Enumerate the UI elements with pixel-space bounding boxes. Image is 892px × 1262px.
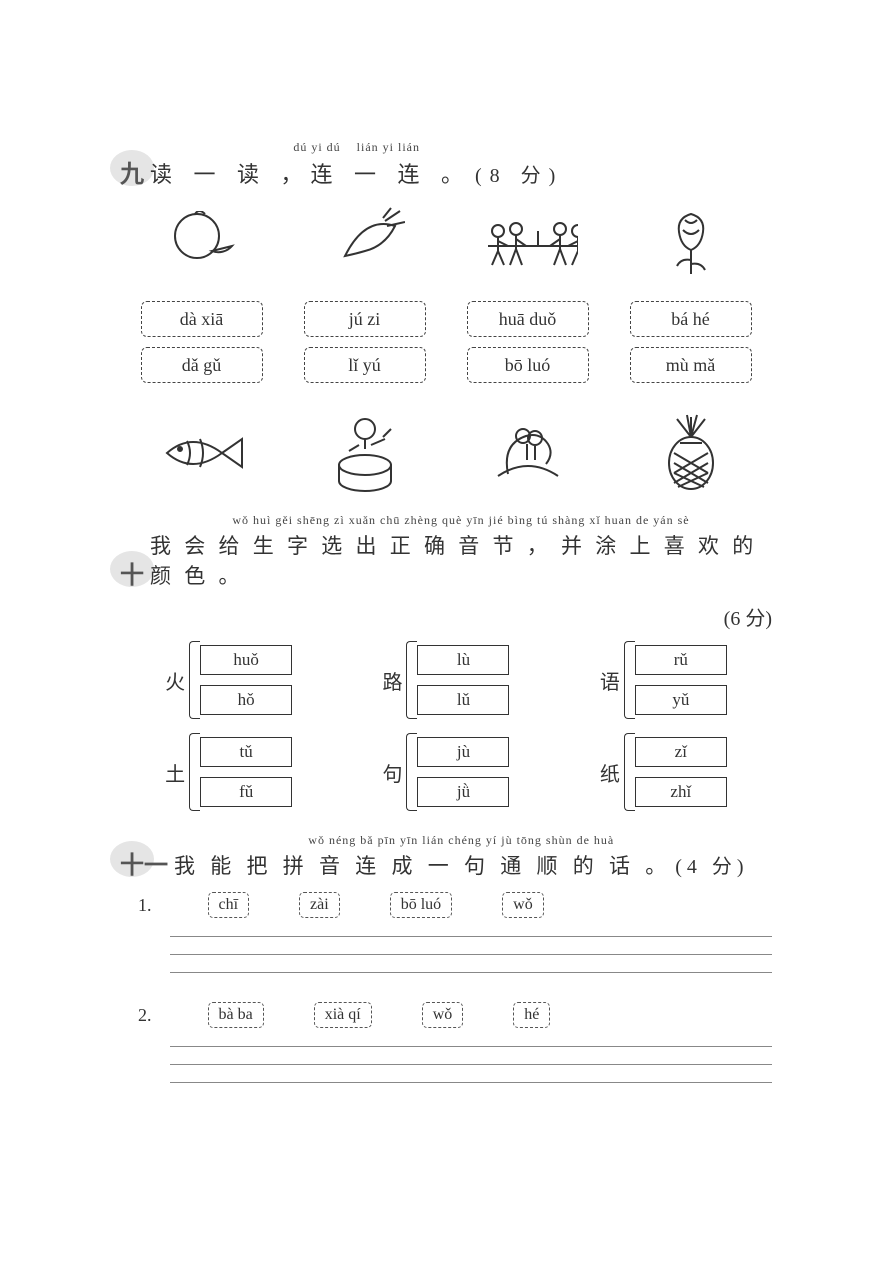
option-box[interactable]: zǐ bbox=[635, 737, 727, 767]
rose-icon bbox=[641, 201, 741, 281]
section10-points: (6 分) bbox=[120, 602, 772, 631]
section9-box-row1: dà xiā jú zi huā duǒ bá hé bbox=[120, 301, 772, 337]
q1-number: 1. bbox=[138, 895, 152, 916]
word-box[interactable]: jú zi bbox=[304, 301, 426, 337]
section9-number: 九 bbox=[120, 154, 144, 189]
option-box[interactable]: hǒ bbox=[200, 685, 292, 715]
section9-title: dú yi dú lián yi lián 读 一 读 ，连 一 连 。(8 分… bbox=[150, 140, 563, 189]
choice-group: 纸 zǐ zhǐ bbox=[600, 733, 727, 811]
choice-group: 火 huǒ hǒ bbox=[165, 641, 292, 719]
orange-icon bbox=[152, 201, 252, 281]
section9-points: (8 分) bbox=[475, 165, 563, 187]
pineapple-icon bbox=[641, 413, 741, 493]
option-box[interactable]: yǔ bbox=[635, 685, 727, 715]
worksheet-page: 九 dú yi dú lián yi lián 读 一 读 ，连 一 连 。(8… bbox=[0, 0, 892, 1262]
choice-group: 土 tǔ fǔ bbox=[165, 733, 292, 811]
tugwar-icon bbox=[478, 201, 578, 281]
section11-points: (4 分) bbox=[675, 856, 748, 878]
pinyin-chip[interactable]: bō luó bbox=[390, 892, 452, 918]
section9-pinyin-1: dú yi dú bbox=[293, 140, 340, 154]
word-box[interactable]: dà xiā bbox=[141, 301, 263, 337]
hanzi-label: 路 bbox=[382, 666, 402, 695]
section10-hanzi: 我 会 给 生 字 选 出 正 确 音 节 ， 并 涂 上 喜 欢 的 颜 色 … bbox=[150, 530, 772, 590]
q2-number: 2. bbox=[138, 1005, 152, 1026]
pinyin-chip[interactable]: xià qí bbox=[314, 1002, 372, 1028]
section10-number: 十 bbox=[120, 555, 144, 590]
pinyin-chip[interactable]: wǒ bbox=[422, 1002, 464, 1028]
bracket-icon bbox=[406, 733, 417, 811]
section11-header: 十一 wǒ néng bǎ pīn yīn lián chéng yí jù t… bbox=[120, 833, 772, 880]
option-box[interactable]: huǒ bbox=[200, 645, 292, 675]
section10-pinyin: wǒ huì gěi shēng zì xuǎn chū zhèng què y… bbox=[150, 513, 772, 528]
section10-title: wǒ huì gěi shēng zì xuǎn chū zhèng què y… bbox=[150, 513, 772, 590]
bracket-icon bbox=[624, 641, 635, 719]
section10-header: 十 wǒ huì gěi shēng zì xuǎn chū zhèng què… bbox=[120, 513, 772, 590]
section9-box-row2: dǎ gǔ lǐ yú bō luó mù mǎ bbox=[120, 347, 772, 383]
section11-q1: 1. chī zài bō luó wǒ bbox=[138, 892, 772, 918]
pinyin-chip[interactable]: hé bbox=[513, 1002, 550, 1028]
section11-title: wǒ néng bǎ pīn yīn lián chéng yí jù tōng… bbox=[174, 833, 749, 880]
option-box[interactable]: lù bbox=[417, 645, 509, 675]
pinyin-chip[interactable]: wǒ bbox=[502, 892, 544, 918]
section11-hanzi: 我 能 把 拼 音 连 成 一 句 通 顺 的 话 。 bbox=[174, 854, 671, 878]
hanzi-label: 语 bbox=[600, 666, 620, 695]
option-box[interactable]: fǔ bbox=[200, 777, 292, 807]
choice-group: 语 rǔ yǔ bbox=[600, 641, 727, 719]
section11-number: 十一 bbox=[120, 845, 168, 880]
word-box[interactable]: bō luó bbox=[467, 347, 589, 383]
hanzi-label: 纸 bbox=[600, 758, 620, 787]
fish-icon bbox=[152, 413, 252, 493]
choice-group: 句 jù jǜ bbox=[382, 733, 509, 811]
word-box[interactable]: bá hé bbox=[630, 301, 752, 337]
section11-q2: 2. bà ba xià qí wǒ hé bbox=[138, 1002, 772, 1028]
pinyin-chip[interactable]: bà ba bbox=[208, 1002, 264, 1028]
q1-writing-lines[interactable] bbox=[170, 924, 772, 984]
section10-row1: 火 huǒ hǒ 路 lù lǔ 语 rǔ yǔ bbox=[120, 641, 772, 719]
hanzi-label: 火 bbox=[165, 666, 185, 695]
section9-pinyin-2: lián yi lián bbox=[357, 140, 420, 154]
bracket-icon bbox=[189, 641, 200, 719]
section9-hanzi: 读 一 读 ，连 一 连 。 bbox=[150, 162, 471, 187]
q2-writing-lines[interactable] bbox=[170, 1034, 772, 1094]
section11-pinyin: wǒ néng bǎ pīn yīn lián chéng yí jù tōng… bbox=[174, 833, 749, 848]
option-box[interactable]: zhǐ bbox=[635, 777, 727, 807]
bracket-icon bbox=[406, 641, 417, 719]
shrimp-icon bbox=[315, 201, 415, 281]
bracket-icon bbox=[189, 733, 200, 811]
horse-icon bbox=[478, 413, 578, 493]
option-box[interactable]: jù bbox=[417, 737, 509, 767]
section9-bottom-images bbox=[120, 413, 772, 493]
word-box[interactable]: lǐ yú bbox=[304, 347, 426, 383]
option-box[interactable]: rǔ bbox=[635, 645, 727, 675]
drum-icon bbox=[315, 413, 415, 493]
section9-top-images bbox=[120, 201, 772, 281]
hanzi-label: 句 bbox=[382, 758, 402, 787]
section10-row2: 土 tǔ fǔ 句 jù jǜ 纸 zǐ zhǐ bbox=[120, 733, 772, 811]
word-box[interactable]: mù mǎ bbox=[630, 347, 752, 383]
pinyin-chip[interactable]: zài bbox=[299, 892, 340, 918]
choice-group: 路 lù lǔ bbox=[382, 641, 509, 719]
word-box[interactable]: dǎ gǔ bbox=[141, 347, 263, 383]
word-box[interactable]: huā duǒ bbox=[467, 301, 589, 337]
section9-header: 九 dú yi dú lián yi lián 读 一 读 ，连 一 连 。(8… bbox=[120, 140, 772, 189]
option-box[interactable]: tǔ bbox=[200, 737, 292, 767]
bracket-icon bbox=[624, 733, 635, 811]
option-box[interactable]: jǜ bbox=[417, 777, 509, 807]
hanzi-label: 土 bbox=[165, 758, 185, 787]
option-box[interactable]: lǔ bbox=[417, 685, 509, 715]
pinyin-chip[interactable]: chī bbox=[208, 892, 250, 918]
